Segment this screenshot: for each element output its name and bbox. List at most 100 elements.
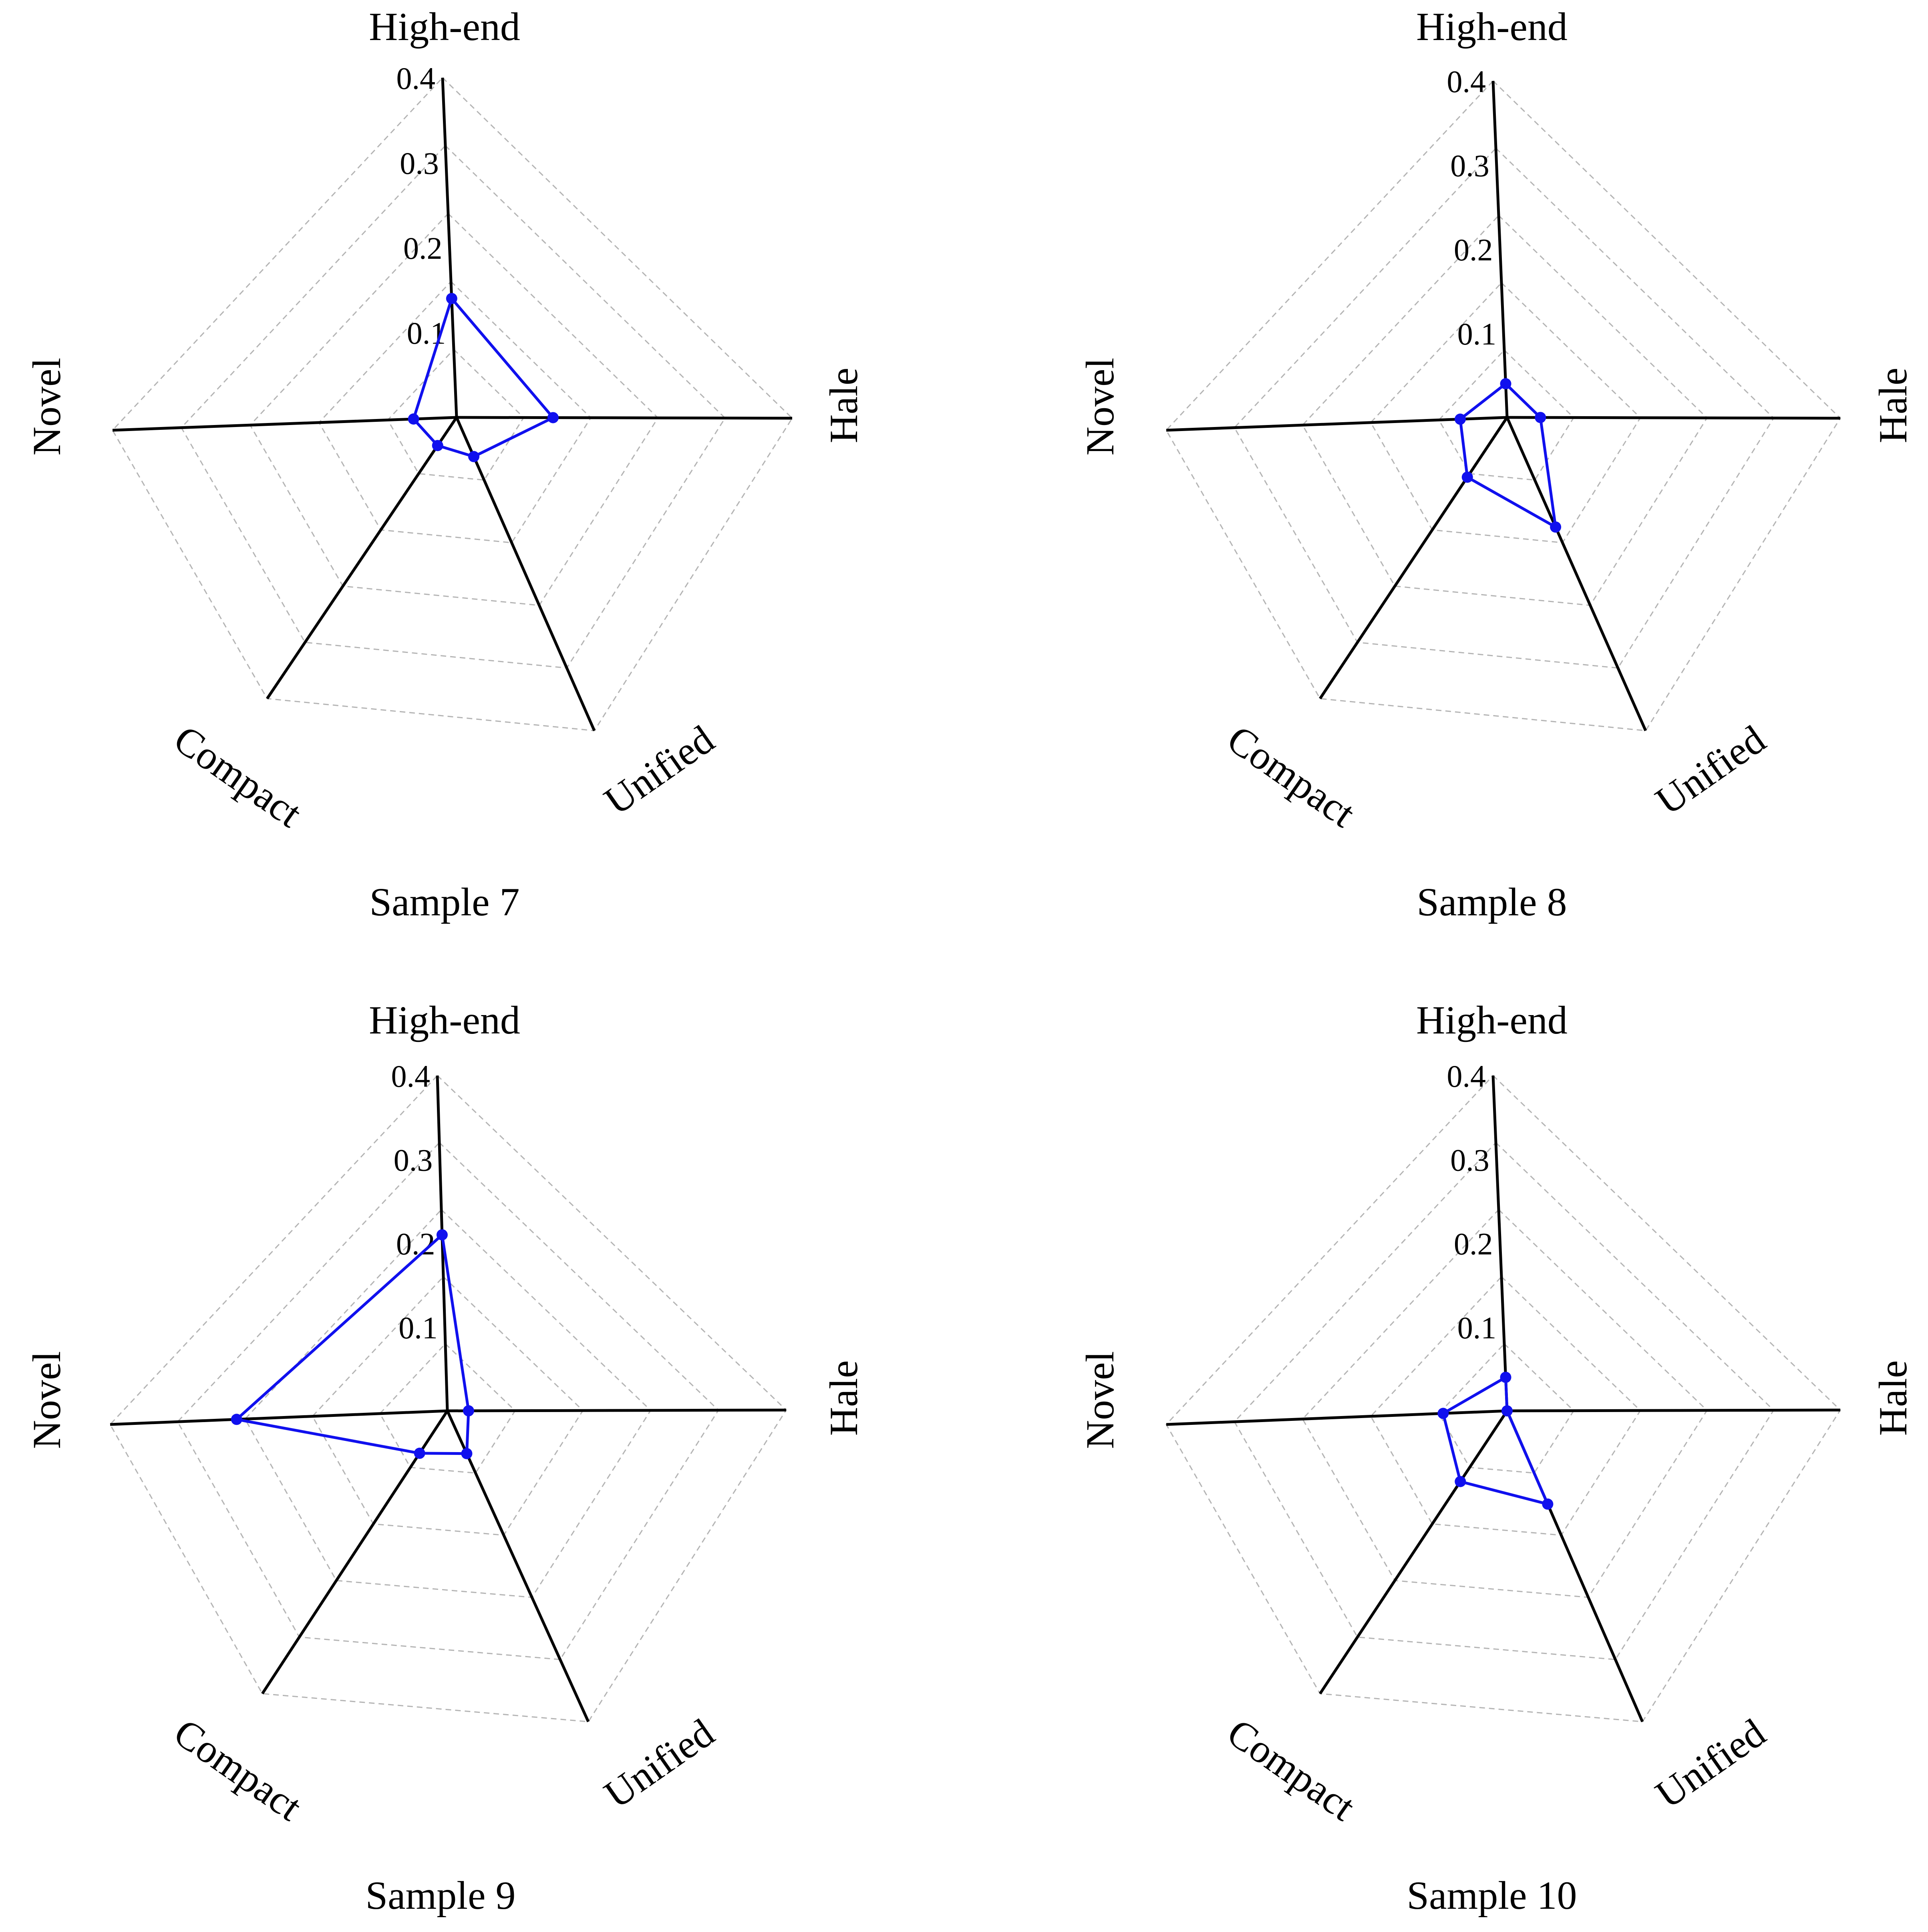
axis-label-unified: Unified bbox=[596, 1710, 722, 1817]
grid-ring-1 bbox=[379, 1343, 516, 1474]
grid-ring-4 bbox=[180, 145, 726, 669]
axis-line-high-end bbox=[441, 77, 458, 418]
axis-label-novel: Novel bbox=[24, 358, 69, 455]
grid-ring-5 bbox=[109, 1074, 787, 1722]
tick-label: 0.1 bbox=[1457, 1310, 1497, 1345]
axis-line-novel bbox=[112, 416, 457, 432]
data-point-novel bbox=[408, 413, 419, 425]
data-point-compact bbox=[432, 440, 443, 451]
panel-title: Sample 10 bbox=[1407, 1873, 1577, 1918]
tick-label: 0.2 bbox=[1454, 232, 1493, 267]
data-point-compact bbox=[414, 1447, 425, 1459]
grid-ring-2 bbox=[1370, 1276, 1641, 1536]
grid-ring-1 bbox=[1438, 349, 1575, 481]
axis-label-compact: Compact bbox=[166, 717, 310, 836]
grid-ring-5 bbox=[1165, 1074, 1841, 1722]
grid-ring-4 bbox=[1234, 1142, 1775, 1660]
axis-label-unified: Unified bbox=[1648, 1710, 1773, 1817]
axis-label-high-end: High-end bbox=[1416, 998, 1568, 1042]
data-point-unified bbox=[461, 1448, 473, 1459]
panel-title: Sample 9 bbox=[366, 1873, 516, 1918]
data-point-hale bbox=[1501, 1405, 1513, 1416]
grid-ring-1 bbox=[387, 349, 525, 481]
axis-line-high-end bbox=[1491, 81, 1509, 418]
data-point-high-end bbox=[1500, 1372, 1511, 1383]
axis-label-novel: Novel bbox=[1078, 358, 1122, 455]
axis-label-hale: Hale bbox=[821, 368, 866, 443]
tick-label: 0.3 bbox=[1450, 1142, 1489, 1177]
data-point-unified bbox=[1542, 1498, 1554, 1510]
data-point-novel bbox=[1437, 1408, 1449, 1419]
axis-label-hale: Hale bbox=[821, 1360, 866, 1436]
data-point-high-end bbox=[1500, 378, 1511, 389]
grid-ring-2 bbox=[312, 1276, 584, 1536]
axis-line-compact bbox=[1319, 1410, 1508, 1694]
tick-label: 0.4 bbox=[1447, 64, 1486, 99]
axis-line-high-end bbox=[1491, 1075, 1509, 1411]
tick-label: 0.2 bbox=[1454, 1227, 1493, 1261]
grid-ring-5 bbox=[112, 77, 793, 731]
axis-label-hale: Hale bbox=[1871, 368, 1915, 443]
grid-ring-5 bbox=[1165, 80, 1841, 731]
axis-label-high-end: High-end bbox=[369, 998, 520, 1042]
axis-line-compact bbox=[266, 417, 458, 699]
axis-label-hale: Hale bbox=[1871, 1360, 1915, 1436]
grid-ring-4 bbox=[1234, 147, 1775, 669]
axis-line-hale bbox=[1507, 1408, 1841, 1412]
axis-label-high-end: High-end bbox=[369, 4, 520, 49]
tick-label: 0.3 bbox=[394, 1142, 433, 1177]
tick-label: 0.4 bbox=[396, 61, 436, 96]
radar-panel-2: 0.1 0.2 0.3 0.4 High-end Hale Unified Compact No… bbox=[1078, 4, 1915, 924]
axis-line-novel bbox=[110, 1409, 448, 1426]
series-line bbox=[412, 297, 555, 458]
radar-panel-4: 0.1 0.2 0.3 0.4 High-end Hale Unified Compact No… bbox=[1078, 998, 1915, 1918]
axis-line-hale bbox=[1507, 416, 1841, 420]
data-point-compact bbox=[1461, 471, 1473, 483]
data-point-unified bbox=[1550, 521, 1562, 533]
data-point-hale bbox=[1535, 412, 1546, 423]
axis-label-novel: Novel bbox=[1078, 1351, 1122, 1449]
series-line bbox=[235, 1233, 470, 1455]
data-point-hale bbox=[547, 412, 559, 423]
axis-line-novel bbox=[1166, 1409, 1507, 1426]
grid-ring-3 bbox=[1302, 214, 1708, 606]
panel-title: Sample 8 bbox=[1417, 880, 1567, 924]
axis-label-compact: Compact bbox=[1220, 717, 1364, 836]
axis-line-unified bbox=[455, 417, 596, 731]
axis-line-compact bbox=[1319, 417, 1508, 699]
axis-line-novel bbox=[1166, 416, 1507, 432]
radar-panel-1: 0.10.20.30.4High-endHaleUnifiedCompactNo… bbox=[24, 4, 866, 924]
data-point-compact bbox=[1455, 1476, 1466, 1487]
data-point-high-end bbox=[436, 1229, 448, 1241]
tick-label: 0.4 bbox=[391, 1059, 431, 1094]
tick-label: 0.3 bbox=[1450, 148, 1489, 183]
data-point-unified bbox=[468, 451, 479, 462]
radar-panel-3: 0.1 0.2 0.3 0.4 High-end Hale Unified Compact No… bbox=[24, 998, 866, 1918]
tick-label: 0.2 bbox=[403, 231, 443, 266]
grid-ring-1 bbox=[1438, 1343, 1575, 1474]
axis-line-hale bbox=[447, 1408, 787, 1412]
data-point-hale bbox=[463, 1405, 474, 1416]
axis-label-compact: Compact bbox=[1220, 1710, 1364, 1829]
tick-label: 0.1 bbox=[398, 1310, 438, 1345]
axis-label-novel: Novel bbox=[24, 1351, 69, 1449]
axis-line-compact bbox=[261, 1410, 449, 1694]
tick-label: 0.3 bbox=[400, 146, 439, 181]
grid-ring-2 bbox=[318, 280, 592, 544]
tick-label: 0.1 bbox=[1457, 316, 1497, 351]
axis-label-high-end: High-end bbox=[1416, 4, 1568, 49]
panel-title: Sample 7 bbox=[370, 880, 520, 924]
grid-ring-3 bbox=[249, 213, 659, 606]
axis-line-hale bbox=[456, 416, 793, 420]
tick-label: 0.4 bbox=[1447, 1059, 1486, 1094]
grid-ring-3 bbox=[244, 1209, 652, 1598]
axis-label-compact: Compact bbox=[166, 1710, 310, 1829]
grid-ring-3 bbox=[1302, 1209, 1708, 1598]
data-point-high-end bbox=[446, 293, 457, 304]
axis-line-unified bbox=[446, 1410, 590, 1722]
grid-ring-4 bbox=[177, 1142, 719, 1660]
tick-label: 0.2 bbox=[396, 1227, 435, 1261]
axis-line-unified bbox=[1505, 417, 1647, 731]
data-point-novel bbox=[1455, 413, 1466, 425]
